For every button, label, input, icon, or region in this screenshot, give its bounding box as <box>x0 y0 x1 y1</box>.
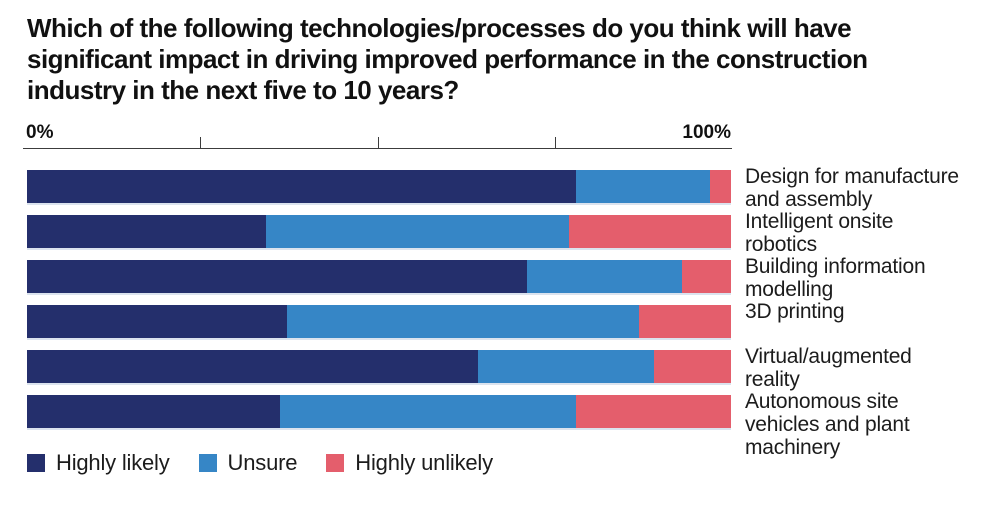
bar-row: Intelligent onsite robotics <box>27 210 1000 256</box>
bar-row: Building information modelling <box>27 255 1000 301</box>
x-axis-min-label: 0% <box>26 122 54 143</box>
bar-segment-unsure <box>477 350 654 383</box>
bar-row: Autonomous site vehicles and plant machi… <box>27 390 1000 459</box>
bar-segment-highly-unlikely <box>681 260 731 293</box>
bar-segment-highly-unlikely <box>569 215 731 248</box>
chart-title: Which of the following technologies/proc… <box>27 13 868 105</box>
stacked-bar <box>27 350 731 383</box>
category-label: 3D printing <box>745 300 845 323</box>
stacked-bar <box>27 395 731 428</box>
legend-item-highly-likely: Highly likely <box>27 450 170 476</box>
bar-row: 3D printing <box>27 300 1000 338</box>
stacked-bar <box>27 170 731 203</box>
legend-label-highly-likely: Highly likely <box>56 450 170 475</box>
x-axis <box>23 137 732 149</box>
category-label: Virtual/augmented reality <box>745 345 912 391</box>
legend-swatch-unsure <box>198 454 217 472</box>
stacked-bar <box>27 215 731 248</box>
bar-segment-highly-likely <box>27 260 527 293</box>
category-label: Autonomous site vehicles and plant machi… <box>745 390 910 459</box>
bar-row: Design for manufacture and assembly <box>27 165 1000 211</box>
legend-swatch-highly-likely <box>27 454 45 472</box>
bar-segment-unsure <box>280 395 577 428</box>
bar-segment-unsure <box>526 260 682 293</box>
bar-segment-unsure <box>576 170 710 203</box>
legend: Highly likely Unsure Highly unlikely <box>27 450 493 476</box>
bar-segment-unsure <box>287 305 640 338</box>
legend-label-unsure: Unsure <box>227 450 298 475</box>
bar-segment-highly-likely <box>27 350 478 383</box>
bar-segment-highly-unlikely <box>653 350 731 383</box>
bar-segment-highly-unlikely <box>639 305 731 338</box>
bar-segment-highly-likely <box>27 305 288 338</box>
legend-label-highly-unlikely: Highly unlikely <box>355 450 493 475</box>
stacked-bar <box>27 260 731 293</box>
bar-segment-highly-likely <box>27 170 577 203</box>
bar-segment-highly-likely <box>27 215 267 248</box>
bar-segment-unsure <box>266 215 570 248</box>
legend-item-highly-unlikely: Highly unlikely <box>326 450 493 476</box>
bar-segment-highly-unlikely <box>709 170 731 203</box>
category-label: Building information modelling <box>745 255 926 301</box>
stacked-bar <box>27 305 731 338</box>
bar-segment-highly-unlikely <box>576 395 731 428</box>
bar-row: Virtual/augmented reality <box>27 345 1000 391</box>
x-axis-tick <box>377 137 379 149</box>
x-axis-max-label: 100% <box>682 122 731 143</box>
x-axis-tick <box>554 137 556 149</box>
category-label: Intelligent onsite robotics <box>745 210 894 256</box>
x-axis-tick <box>200 137 202 149</box>
legend-swatch-highly-unlikely <box>326 454 345 472</box>
bar-segment-highly-likely <box>27 395 281 428</box>
legend-item-unsure: Unsure <box>198 450 298 476</box>
category-label: Design for manufacture and assembly <box>745 165 959 211</box>
